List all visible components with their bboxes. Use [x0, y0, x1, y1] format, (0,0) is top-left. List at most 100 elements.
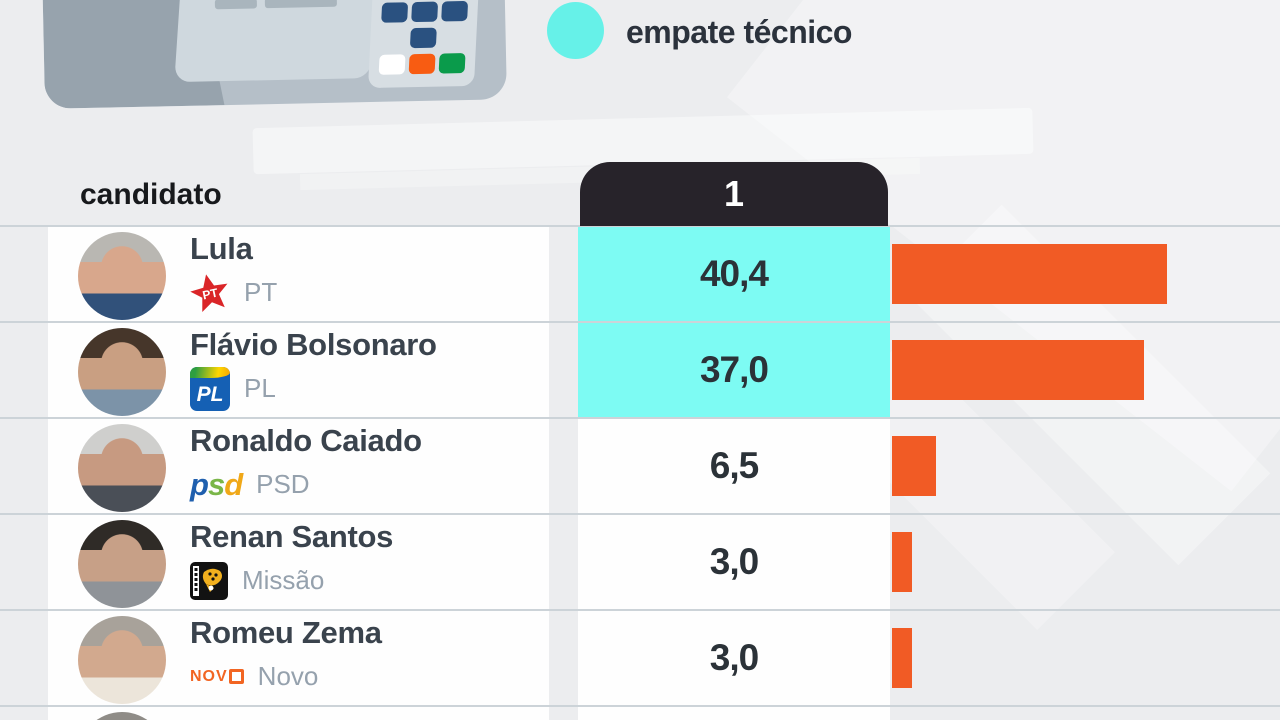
table-row: Renan Santos — [0, 515, 1280, 611]
result-bar — [892, 244, 1167, 304]
party-line: PT PT — [190, 271, 277, 315]
poll-value: 3,0 — [709, 637, 759, 678]
voting-machine-body — [41, 0, 507, 109]
candidate-info: Flávio Bolsonaro PL PL — [190, 329, 437, 411]
bar-cell — [890, 611, 1280, 705]
candidate-info: Renan Santos — [190, 521, 393, 603]
bar-cell — [890, 323, 1280, 417]
candidate-avatar — [78, 231, 166, 320]
row-left-margin — [0, 707, 48, 720]
poll-value-cell — [578, 707, 890, 720]
round-number: 1 — [723, 173, 745, 214]
keypad-row-zero — [380, 27, 467, 49]
psd-logo-letter: s — [207, 467, 225, 503]
poll-value-cell: 40,4 — [578, 227, 890, 321]
result-bar — [892, 532, 913, 592]
novo-logo-o — [228, 669, 244, 685]
poll-value-cell: 3,0 — [578, 611, 890, 705]
candidate-cell: Lula PT PT — [48, 227, 549, 321]
branco-key-icon — [378, 54, 406, 75]
poll-value-cell: 3,0 — [578, 515, 890, 609]
candidate-name: Ronaldo Caiado — [190, 423, 422, 459]
candidate-info: Romeu Zema NOV Novo — [190, 617, 382, 699]
results-table: Lula PT PT 40,4 — [0, 225, 1280, 720]
party-line: Missão — [190, 559, 393, 603]
party-name: Missão — [242, 565, 325, 596]
party-logo-novo-icon: NOV — [190, 668, 244, 686]
corrige-key-icon — [408, 53, 436, 75]
party-line: NOV Novo — [190, 655, 382, 699]
poll-value: 40,4 — [699, 253, 769, 294]
poll-value-cell: 6,5 — [578, 419, 890, 513]
result-bar — [892, 628, 913, 688]
confirma-key-icon — [438, 53, 466, 74]
number-key-icon — [411, 1, 439, 23]
party-line: PL PL — [190, 366, 437, 411]
round-column-header: 1 — [580, 162, 888, 226]
table-row: Flávio Bolsonaro PL PL 37,0 — [0, 323, 1280, 419]
candidate-avatar — [78, 711, 166, 720]
bar-cell — [890, 707, 1280, 720]
bar-cell — [890, 515, 1280, 609]
bar-cell — [890, 419, 1280, 513]
party-name: Novo — [257, 661, 319, 692]
row-left-margin — [0, 227, 48, 321]
column-gap — [549, 707, 578, 720]
keypad-row — [381, 0, 469, 23]
candidate-avatar — [78, 327, 166, 416]
table-row: Lula PT PT 40,4 — [0, 227, 1280, 323]
party-logo-missao-icon — [190, 561, 228, 600]
result-bar — [892, 340, 1144, 400]
party-name: PT — [244, 277, 278, 308]
table-row-partial — [0, 707, 1280, 720]
poll-value: 3,0 — [709, 541, 759, 582]
column-gap — [549, 323, 578, 417]
row-left-margin — [0, 323, 48, 417]
number-key-icon — [381, 2, 409, 23]
candidate-name: Romeu Zema — [190, 615, 382, 651]
party-logo-pl-icon: PL — [190, 366, 230, 411]
number-key-icon — [441, 0, 469, 22]
candidate-cell: Renan Santos — [48, 515, 549, 609]
candidate-avatar — [78, 615, 166, 704]
candidate-cell: Romeu Zema NOV Novo — [48, 611, 549, 705]
psd-logo-letter: p — [190, 467, 209, 503]
column-gap — [549, 515, 578, 609]
bar-cell — [890, 227, 1280, 321]
candidate-avatar — [78, 519, 166, 608]
voting-machine-screen-tab — [214, 0, 257, 10]
candidate-name: Renan Santos — [190, 519, 394, 555]
legend: empate técnico — [547, 0, 852, 59]
candidate-info: Lula PT PT — [190, 233, 277, 315]
candidate-name: Lula — [190, 231, 253, 267]
poll-value: 6,5 — [709, 445, 759, 486]
pl-logo-text: PL — [196, 382, 224, 406]
pt-logo-text: PT — [201, 285, 220, 302]
party-name: PSD — [256, 469, 310, 500]
legend-label: empate técnico — [626, 14, 852, 50]
party-logo-pt-icon: PT — [190, 273, 230, 313]
poll-value-cell: 37,0 — [578, 323, 890, 417]
candidate-cell: Flávio Bolsonaro PL PL — [48, 323, 549, 417]
column-gap — [549, 227, 578, 321]
party-name: PL — [244, 373, 276, 404]
column-gap — [549, 611, 578, 705]
novo-logo-text: NOV — [190, 667, 228, 685]
psd-logo-letter: d — [224, 467, 243, 503]
table-row: Romeu Zema NOV Novo 3,0 — [0, 611, 1280, 707]
row-left-margin — [0, 515, 48, 609]
column-gap — [549, 419, 578, 513]
row-left-margin — [0, 611, 48, 705]
candidate-column-header: candidato — [80, 178, 222, 211]
candidate-name: Flávio Bolsonaro — [190, 327, 437, 363]
candidate-avatar — [78, 423, 166, 512]
voting-machine-keypad — [367, 0, 484, 89]
zero-key-icon — [409, 27, 437, 49]
voting-machine-illustration — [41, 0, 507, 109]
